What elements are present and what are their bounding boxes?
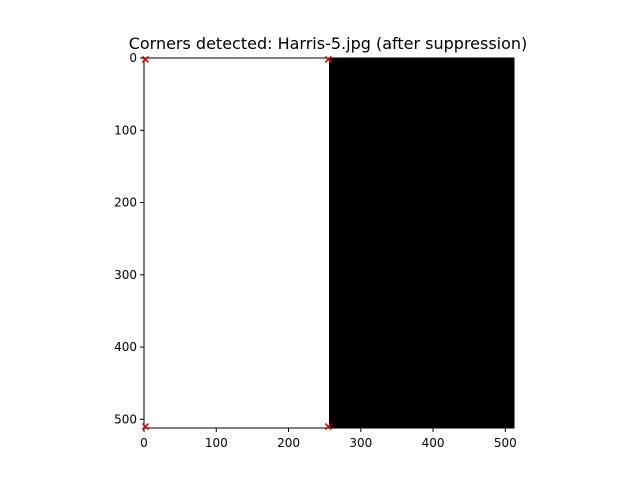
x-tick-label: 300 <box>349 436 372 450</box>
corner-marker <box>324 55 332 63</box>
y-tick-label: 500 <box>114 412 137 426</box>
x-tick-label: 400 <box>422 436 445 450</box>
x-tick-label: 500 <box>494 436 517 450</box>
x-axis: 0 100 200 300 400 500 <box>140 428 517 450</box>
y-tick-label: 100 <box>114 123 137 137</box>
y-axis: 0 100 200 300 400 500 <box>114 51 144 426</box>
x-tick-label: 100 <box>205 436 228 450</box>
corner-marker <box>324 423 332 431</box>
y-tick-label: 200 <box>114 196 137 210</box>
y-tick-label: 0 <box>129 51 137 65</box>
x-tick-label: 200 <box>277 436 300 450</box>
y-tick-label: 300 <box>114 268 137 282</box>
plot-area <box>141 55 515 431</box>
image-region-0 <box>144 58 329 428</box>
y-tick-label: 400 <box>114 340 137 354</box>
image-region-1 <box>329 58 514 428</box>
x-tick-label: 0 <box>140 436 148 450</box>
corner-marker <box>141 55 149 63</box>
corner-marker <box>141 423 149 431</box>
chart-title: Corners detected: Harris-5.jpg (after su… <box>129 34 528 53</box>
